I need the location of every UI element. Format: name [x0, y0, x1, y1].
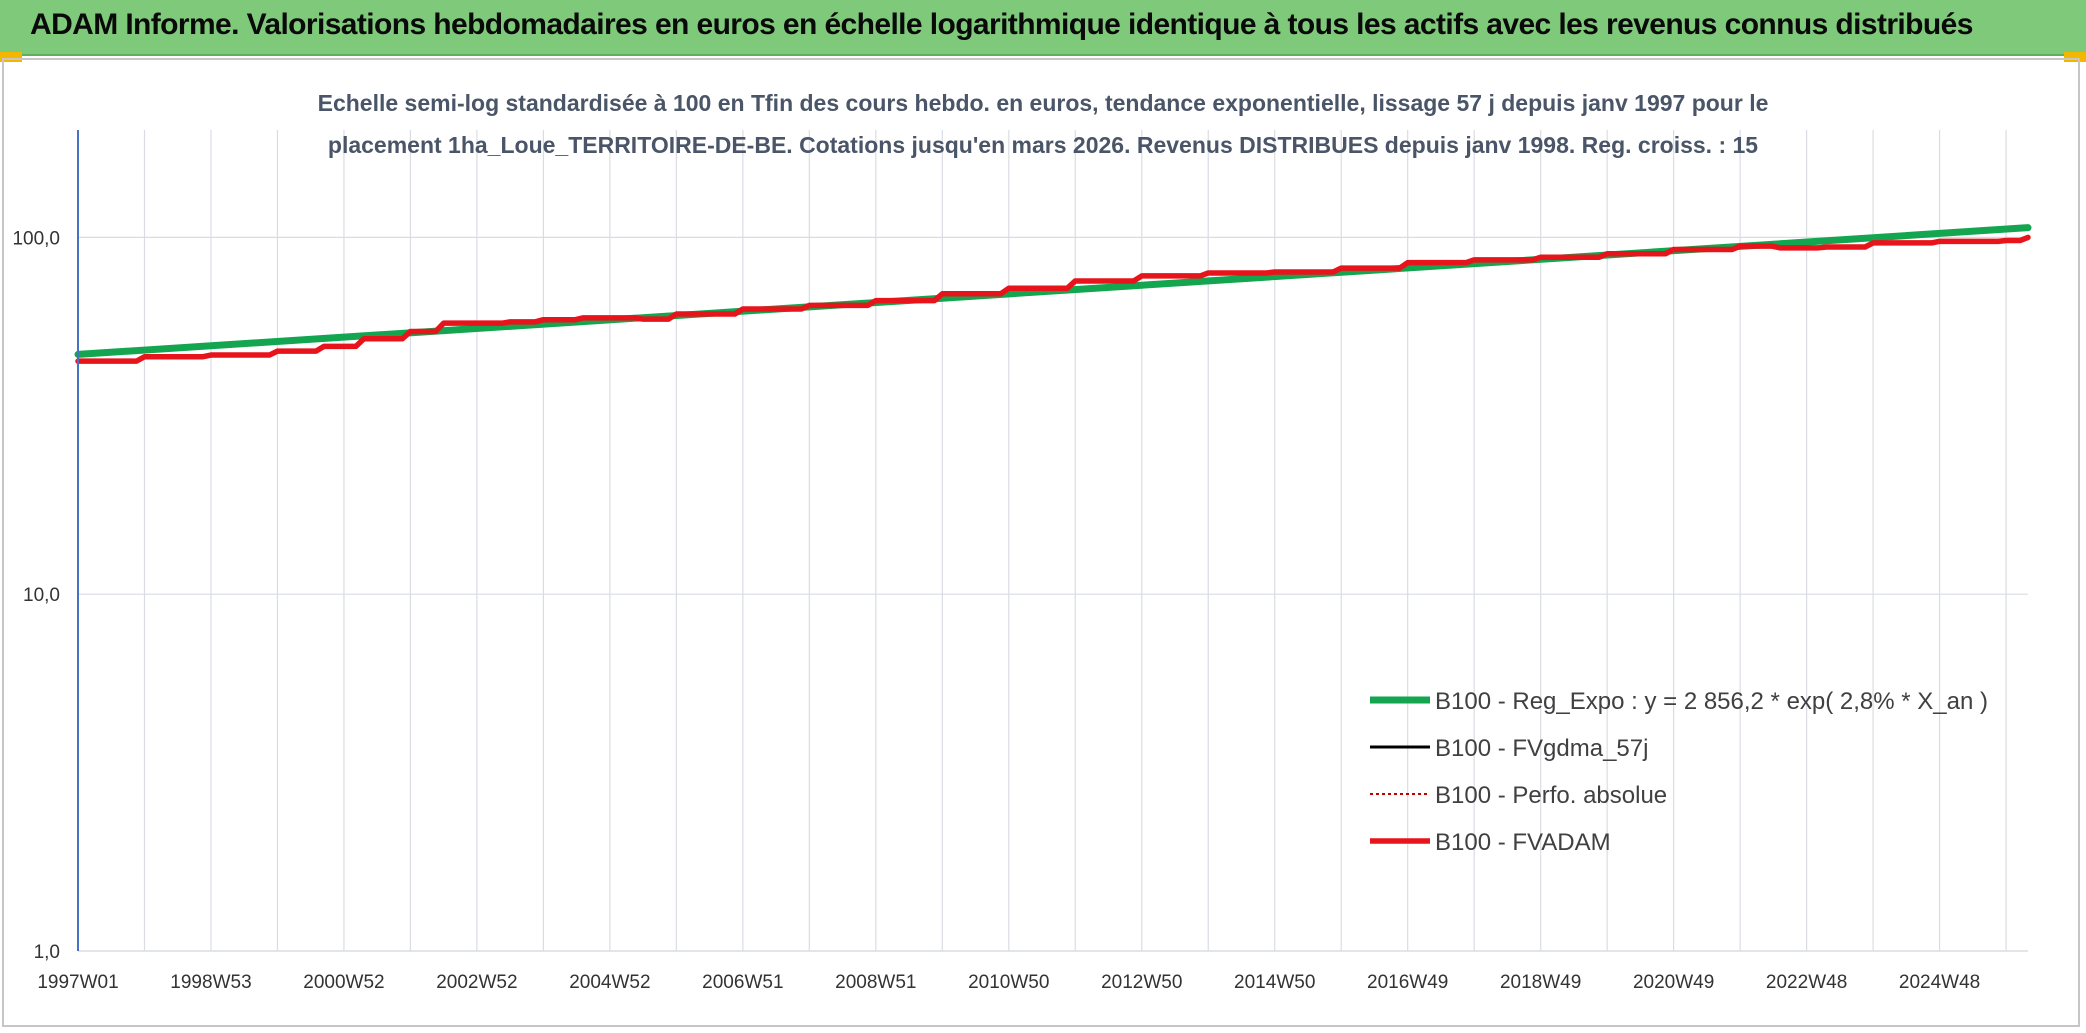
x-tick-label: 2014W50: [1234, 972, 1315, 993]
x-tick-label: 2012W50: [1101, 972, 1182, 993]
grid-lines: [78, 130, 2028, 952]
legend-label-0: B100 - Reg_Expo : y = 2 856,2 * exp( 2,8…: [1435, 688, 1988, 715]
x-tick-label: 2000W52: [303, 972, 384, 993]
y-tick-label: 1,0: [34, 942, 60, 963]
legend-label-1: B100 - FVgdma_57j: [1435, 735, 1648, 762]
x-tick-label: 2010W50: [968, 972, 1049, 993]
chart-legend[interactable]: B100 - Reg_Expo : y = 2 856,2 * exp( 2,8…: [1370, 688, 1988, 856]
x-axis-ticks: 1997W01 1998W53 2000W52 2002W52 2004W52 2006W…: [37, 972, 1980, 993]
x-tick-label: 1998W53: [170, 972, 251, 993]
y-tick-label: 100,0: [12, 228, 60, 249]
corner-accent-right: [2064, 52, 2086, 62]
chart-frame: [2, 58, 2080, 1027]
page-banner: ADAM Informe. Valorisations hebdomadaire…: [0, 0, 2086, 56]
chart-subtitle-line-1: Echelle semi-log standardisée à 100 en T…: [318, 90, 1769, 116]
legend-label-2: B100 - Perfo. absolue: [1435, 782, 1667, 809]
corner-accent-left: [0, 52, 22, 62]
x-tick-label: 2022W48: [1766, 972, 1847, 993]
series-line-3: [75, 234, 2031, 364]
x-tick-label: 2024W48: [1899, 972, 1980, 993]
legend-label-3: B100 - FVADAM: [1435, 829, 1611, 856]
x-tick-label: 2016W49: [1367, 972, 1448, 993]
x-tick-label: 2006W51: [702, 972, 783, 993]
chart-subtitle-line-2: placement 1ha_Loue_TERRITOIRE-DE-BE. Cot…: [328, 132, 1758, 158]
page-title: ADAM Informe. Valorisations hebdomadaire…: [30, 8, 1973, 41]
y-tick-label: 10,0: [23, 585, 60, 606]
x-tick-label: 2020W49: [1633, 972, 1714, 993]
x-tick-label: 2008W51: [835, 972, 916, 993]
y-axis-ticks: 1,0 10,0 100,0: [12, 228, 60, 963]
x-tick-label: 2002W52: [436, 972, 517, 993]
x-tick-label: 2004W52: [569, 972, 650, 993]
series-lines: [74, 224, 2032, 364]
x-tick-label: 2018W49: [1500, 972, 1581, 993]
x-tick-label: 1997W01: [37, 972, 118, 993]
